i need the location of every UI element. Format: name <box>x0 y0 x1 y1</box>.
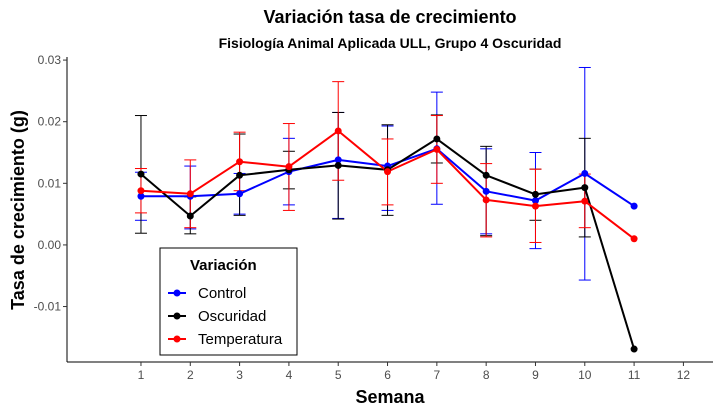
x-tick-label: 2 <box>187 368 194 382</box>
legend-key-point <box>173 289 181 297</box>
x-tick-label: 12 <box>677 368 691 382</box>
chart-title: Variación tasa de crecimiento <box>263 7 516 27</box>
x-tick-label: 1 <box>138 368 145 382</box>
x-tick-label: 10 <box>578 368 592 382</box>
legend-label: Temperatura <box>198 331 283 348</box>
temperatura-data-point <box>433 145 441 153</box>
oscuridad-data-point <box>482 171 490 179</box>
control-data-point <box>334 156 342 164</box>
temperatura-data-point <box>384 168 392 176</box>
legend-title: Variación <box>190 257 257 274</box>
legend-box <box>159 247 298 356</box>
control-data-point <box>630 202 638 210</box>
x-axis-title: Semana <box>355 387 425 407</box>
legend-label: Control <box>198 285 246 302</box>
control-data-point <box>137 192 145 200</box>
legend-label: Oscuridad <box>198 308 266 325</box>
oscuridad-data-point <box>581 184 589 192</box>
temperatura-data-point <box>137 187 145 195</box>
x-tick-label: 7 <box>434 368 441 382</box>
legend-item-oscuridad: Oscuridad <box>168 308 266 325</box>
y-tick-label: -0.01 <box>34 300 62 314</box>
temperatura-data-point <box>531 202 539 210</box>
oscuridad-data-point <box>433 135 441 143</box>
oscuridad-data-point <box>137 170 145 178</box>
x-tick-label: 8 <box>483 368 490 382</box>
temperatura-data-point <box>285 163 293 171</box>
control-data-point <box>531 197 539 205</box>
legend-key-point <box>173 335 181 343</box>
oscuridad-data-point <box>186 212 194 220</box>
temperatura-data-point <box>334 127 342 135</box>
temperatura-data-point <box>482 196 490 204</box>
legend-key-point <box>173 312 181 320</box>
oscuridad-data-point <box>531 190 539 198</box>
x-tick-label: 9 <box>532 368 539 382</box>
control-data-point <box>581 169 589 177</box>
y-tick-label: 0.01 <box>38 176 62 190</box>
y-tick-label: 0.03 <box>38 53 62 67</box>
control-data-point <box>236 190 244 198</box>
plot-area: 1 2 3 4 5 6 7 8 9 10 11 12-0.010.000.010.020.03 <box>34 53 713 382</box>
x-tick-label: 11 <box>628 368 641 382</box>
y-tick-label: 0.02 <box>38 115 62 129</box>
chart-subtitle: Fisiología Animal Aplicada ULL, Grupo 4 … <box>219 35 562 51</box>
temperatura-data-point <box>236 158 244 166</box>
x-tick-label: 4 <box>286 368 293 382</box>
y-axis-title: Tasa de crecimiento (g) <box>8 110 28 310</box>
oscuridad-data-point <box>236 171 244 179</box>
oscuridad-data-point <box>630 345 638 353</box>
x-tick-label: 6 <box>384 368 391 382</box>
x-tick-label: 5 <box>335 368 342 382</box>
control-data-point <box>482 187 490 195</box>
legend-item-temperatura: Temperatura <box>168 331 283 348</box>
oscuridad-data-point <box>334 161 342 169</box>
temperatura-data-point <box>630 235 638 243</box>
legend: Variación Control Oscuridad Temperatura <box>159 247 298 356</box>
temperatura-data-point <box>581 197 589 205</box>
y-tick-label: 0.00 <box>38 238 62 252</box>
x-tick-label: 3 <box>236 368 243 382</box>
legend-item-control: Control <box>168 285 246 302</box>
temperatura-data-point <box>186 190 194 198</box>
